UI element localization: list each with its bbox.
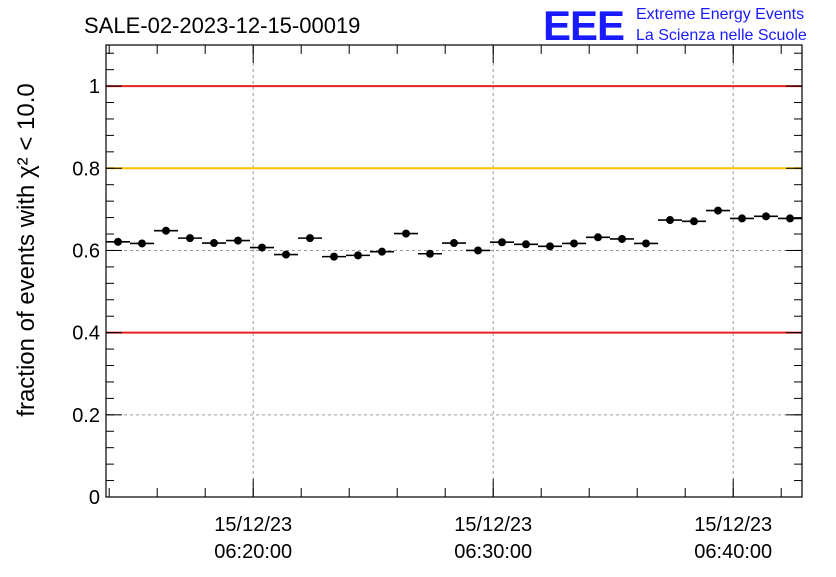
data-point (618, 234, 626, 243)
data-point (738, 214, 746, 223)
data-point (714, 206, 722, 215)
data-point (234, 236, 242, 245)
x-tick-date-label: 15/12/23 (454, 514, 532, 536)
data-point (282, 250, 290, 259)
x-tick-time-label: 06:20:00 (214, 541, 292, 563)
data-point (330, 252, 338, 261)
data-point (162, 226, 170, 235)
data-point (690, 217, 698, 226)
data-point (570, 239, 578, 248)
eee-logo: EEE Extreme Energy Events La Scienza nel… (543, 2, 807, 49)
chart-title: SALE-02-2023-12-15-00019 (84, 13, 360, 38)
data-point (306, 234, 314, 243)
data-point (210, 239, 218, 248)
y-axis-label: fraction of events with χ² < 10.0 (13, 83, 40, 416)
data-point (786, 214, 794, 223)
data-point (114, 237, 122, 246)
x-tick-date-label: 15/12/23 (694, 514, 772, 536)
data-point (474, 246, 482, 255)
data-point (426, 249, 434, 258)
data-point (258, 243, 266, 252)
data-point (354, 251, 362, 260)
data-point (402, 229, 410, 238)
logo-line-1: Extreme Energy Events (636, 6, 804, 23)
data-point (450, 239, 458, 248)
logo-mark: EEE (543, 2, 624, 49)
data-point (666, 216, 674, 225)
y-tick-label: 0.2 (72, 405, 100, 427)
data-point (642, 239, 650, 248)
data-point (138, 239, 146, 248)
logo-line-2: La Scienza nelle Scuole (636, 27, 807, 44)
data-point (762, 212, 770, 221)
plot-frame (105, 44, 803, 498)
x-tick-time-label: 06:40:00 (694, 541, 772, 563)
data-point (522, 240, 530, 249)
data-point (594, 233, 602, 242)
y-tick-label: 0.6 (72, 240, 100, 262)
y-tick-label: 1 (89, 76, 100, 98)
data-point (498, 238, 506, 247)
x-tick-date-label: 15/12/23 (214, 514, 292, 536)
data-point (378, 247, 386, 256)
y-tick-label: 0 (89, 487, 100, 509)
plot-background (106, 45, 802, 497)
y-tick-label: 0.4 (72, 323, 100, 345)
plot-area: 0 0.2 0.4 0.6 0.8 1 15/12/23 06:20:00 15/12/23 06… (72, 44, 803, 563)
x-tick-time-label: 06:30:00 (454, 541, 532, 563)
y-tick-label: 0.8 (72, 158, 100, 180)
data-point (186, 234, 194, 243)
data-point (546, 242, 554, 251)
